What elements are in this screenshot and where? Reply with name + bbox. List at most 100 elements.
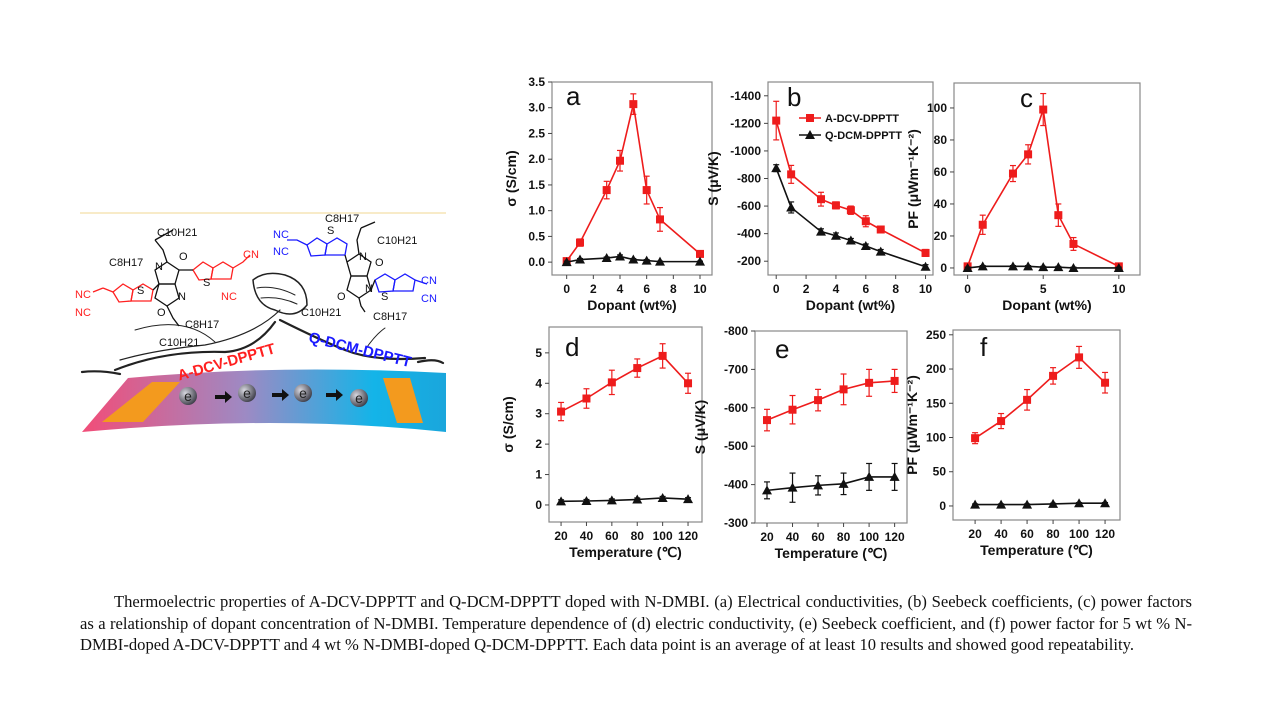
plot-frame bbox=[551, 81, 713, 276]
chem-label: S bbox=[381, 291, 388, 303]
data-point-square bbox=[762, 416, 771, 425]
y-tick-label: 2.5 bbox=[528, 126, 545, 140]
data-point-triangle bbox=[695, 256, 705, 266]
data-point-square bbox=[921, 248, 930, 257]
y-tick-label: 1.0 bbox=[528, 204, 545, 218]
x-axis-label: Temperature (℃) bbox=[775, 545, 888, 561]
q-dcm-dpptt-structure: NC NC CN CN S S N N O O C8H17 C10H21 C10… bbox=[273, 213, 437, 323]
series-a-dcv-dpptt bbox=[762, 368, 899, 432]
x-tick-label: 100 bbox=[859, 530, 879, 544]
data-point-square bbox=[1049, 371, 1058, 380]
series-line bbox=[975, 502, 1106, 506]
x-tick-label: 120 bbox=[1095, 527, 1115, 541]
chem-label: NC bbox=[273, 229, 289, 241]
x-tick-label: 0 bbox=[964, 282, 971, 296]
series-a-dcv-dpptt bbox=[557, 343, 693, 422]
x-tick-label: 0 bbox=[563, 282, 570, 296]
electron-flow: e e e e bbox=[179, 384, 368, 407]
data-point-triangle bbox=[1074, 498, 1085, 508]
data-point-square bbox=[846, 206, 855, 215]
y-tick-label: 80 bbox=[934, 133, 948, 147]
chem-label: C10H21 bbox=[377, 235, 417, 247]
x-tick-label: 4 bbox=[617, 282, 624, 296]
y-tick-label: 50 bbox=[933, 465, 947, 479]
series-line bbox=[775, 167, 926, 268]
x-tick-label: 40 bbox=[994, 527, 1008, 541]
y-tick-label: 0 bbox=[939, 499, 946, 513]
chem-label: C10H21 bbox=[157, 227, 197, 239]
data-point-square bbox=[557, 407, 566, 416]
data-point-square bbox=[1054, 211, 1063, 220]
electron-icon: e bbox=[294, 384, 312, 402]
y-tick-label: 4 bbox=[535, 376, 542, 390]
x-tick-label: 10 bbox=[1112, 282, 1126, 296]
data-point-square bbox=[1024, 150, 1033, 159]
y-tick-label: 1.5 bbox=[528, 178, 545, 192]
svg-text:e: e bbox=[184, 388, 192, 404]
arrow-icon bbox=[215, 391, 232, 403]
y-axis-label: σ (S/cm) bbox=[503, 150, 519, 206]
chem-label: N bbox=[178, 291, 186, 303]
chart-panel-e: 20 40 60 80 100 120 -300 -400 -500 -600 -700 -800 Te… bbox=[692, 324, 908, 561]
x-tick-label: 20 bbox=[968, 527, 982, 541]
tug-of-war-schematic: e e e e A-DCV-DPPTT Q-DCM-DPPTT bbox=[75, 212, 446, 432]
data-point-square bbox=[814, 396, 823, 405]
chem-label: O bbox=[337, 291, 346, 303]
legend-label: Q-DCM-DPPTT bbox=[825, 130, 902, 142]
panel-letter: a bbox=[566, 81, 581, 111]
y-tick-label: 40 bbox=[934, 197, 948, 211]
data-point-triangle bbox=[996, 499, 1007, 509]
chem-label: C8H17 bbox=[373, 311, 407, 323]
right-electrode bbox=[383, 378, 423, 423]
chem-label: CN bbox=[421, 293, 437, 305]
chem-label: C10H21 bbox=[301, 307, 341, 319]
y-tick-label: -500 bbox=[724, 439, 748, 453]
data-point-square bbox=[656, 215, 664, 224]
data-point-triangle bbox=[1100, 498, 1111, 508]
data-point-triangle bbox=[970, 499, 981, 509]
data-point-triangle bbox=[771, 163, 782, 173]
series-a-dcv-dpptt bbox=[562, 93, 704, 266]
series-line bbox=[974, 356, 1106, 439]
data-point-triangle bbox=[816, 226, 827, 236]
series-a-dcv-dpptt bbox=[772, 100, 930, 257]
x-axis-label: Dopant (wt%) bbox=[806, 297, 895, 313]
x-tick-label: 8 bbox=[892, 282, 899, 296]
x-tick-label: 120 bbox=[678, 529, 698, 543]
left-electrode bbox=[102, 382, 180, 422]
data-point-triangle bbox=[786, 202, 797, 212]
plot-frame bbox=[953, 82, 1141, 276]
data-point-triangle bbox=[830, 230, 841, 240]
x-axis-label: Dopant (wt%) bbox=[1002, 297, 1091, 313]
data-point-triangle bbox=[860, 241, 871, 251]
chart-panel-a: 0 2 4 6 8 10 0.0 0.5 1.0 1.5 2.0 2.5 3.0 3.5 Dopant (w… bbox=[503, 75, 713, 313]
chem-label: O bbox=[157, 307, 166, 319]
y-tick-label: 100 bbox=[927, 101, 947, 115]
figure-caption: Thermoelectric properties of A-DCV-DPPTT… bbox=[80, 592, 1192, 655]
x-tick-label: 2 bbox=[590, 282, 597, 296]
data-point-square bbox=[788, 405, 797, 414]
chem-label: C10H21 bbox=[159, 337, 199, 349]
chem-label: S bbox=[137, 285, 144, 297]
chem-label: CN bbox=[421, 275, 437, 287]
panel-letter: f bbox=[980, 332, 988, 362]
data-point-square bbox=[890, 376, 899, 385]
data-point-square bbox=[1023, 395, 1032, 404]
chart-panel-d: 20 40 60 80 100 120 0 1 2 3 4 5 Temperature (℃) σ (S/… bbox=[500, 326, 703, 560]
data-point-triangle bbox=[875, 246, 886, 256]
data-point-triangle bbox=[632, 494, 643, 504]
x-tick-label: 5 bbox=[1040, 282, 1047, 296]
x-tick-label: 40 bbox=[580, 529, 594, 543]
electron-icon: e bbox=[350, 389, 368, 407]
data-point-triangle bbox=[813, 480, 824, 490]
x-tick-label: 4 bbox=[833, 282, 840, 296]
data-point-square bbox=[839, 385, 848, 394]
x-tick-label: 0 bbox=[773, 282, 780, 296]
data-point-square bbox=[1075, 353, 1084, 362]
series-q-dcm-dpptt bbox=[556, 492, 694, 506]
data-point-triangle bbox=[845, 235, 856, 245]
data-point-triangle bbox=[864, 471, 875, 481]
y-tick-label: 1 bbox=[535, 468, 542, 482]
x-tick-label: 60 bbox=[811, 530, 825, 544]
